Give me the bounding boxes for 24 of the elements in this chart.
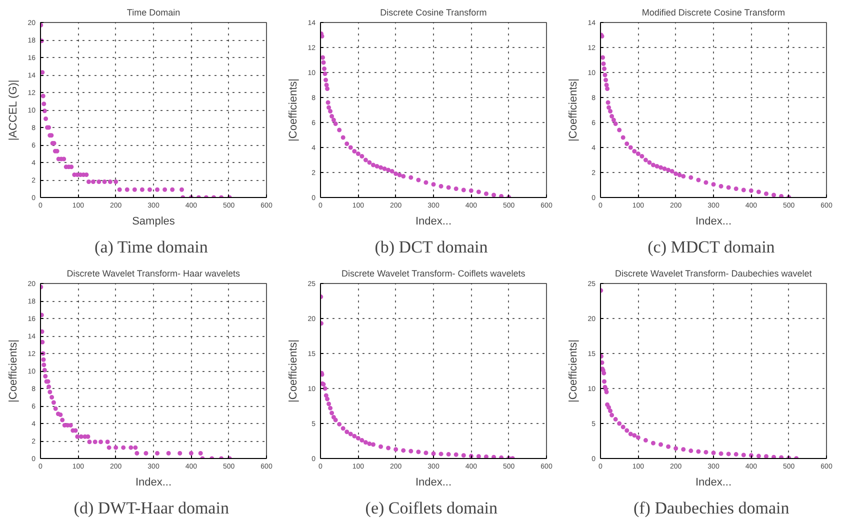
chart-title: Discrete Cosine Transform (380, 8, 487, 18)
y-axis-title: |Coefficients| (288, 339, 300, 402)
x-axis-title: Index... (135, 476, 172, 488)
chart-title: Time Domain (126, 8, 180, 18)
y-axis-title: |Coefficients| (288, 78, 300, 142)
chart-title: Discrete Wavelet Transform- Daubechies wavelet (615, 268, 812, 278)
chart-title: Discrete Wavelet Transform- Haar wavelets (66, 268, 241, 278)
y-axis-title: |ACCEL (G)| (8, 80, 20, 141)
text: (b) DCT domain (374, 238, 488, 256)
y-axis-title: |Coefficients| (8, 339, 20, 402)
text: (a) Time domain (94, 238, 208, 256)
chart-title: Modified Discrete Cosine Transform (642, 8, 785, 18)
text: (d) DWT-Haar domain (74, 498, 230, 518)
y-axis-title: |Coefficients| (568, 339, 580, 402)
chart-title: Discrete Wavelet Transform- Coiflets wavelets (342, 268, 526, 278)
y-axis-title: |Coefficients| (568, 78, 580, 142)
x-axis-title: Samples (132, 216, 176, 228)
text: (c) MDCT domain (648, 238, 776, 256)
text: (f) Daubechies domain (633, 498, 790, 518)
x-axis-title: Index... (415, 216, 452, 228)
x-axis-title: Index... (695, 216, 732, 228)
x-axis-title: Index... (415, 476, 452, 488)
x-axis-title: Index... (695, 476, 732, 488)
text: (e) Coiflets domain (365, 498, 498, 518)
